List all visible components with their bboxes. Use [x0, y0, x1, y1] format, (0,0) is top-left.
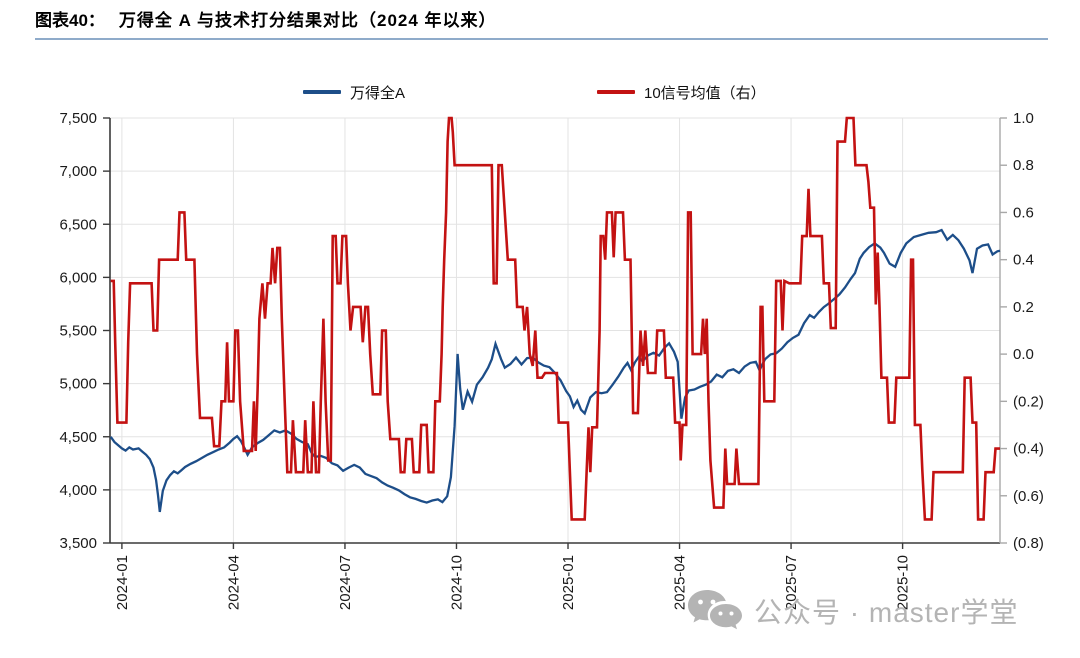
- svg-text:2024-04: 2024-04: [225, 555, 242, 610]
- gridlines: [110, 117, 1000, 544]
- svg-text:2025-10: 2025-10: [895, 555, 912, 610]
- svg-text:3,500: 3,500: [59, 535, 97, 552]
- svg-text:2025-07: 2025-07: [783, 555, 800, 610]
- x-axis-labels: 2024-01 2024-04 2024-07 2024-10 2025-01 2025-…: [114, 555, 912, 610]
- svg-text:2024-10: 2024-10: [448, 555, 465, 610]
- svg-text:2024-01: 2024-01: [114, 555, 131, 610]
- svg-text:5,500: 5,500: [59, 323, 97, 340]
- svg-text:7,500: 7,500: [59, 110, 97, 127]
- svg-text:(0.6): (0.6): [1013, 488, 1044, 505]
- blue-line-swatch: [303, 90, 341, 94]
- watermark-text: 公众号 · master学堂: [754, 597, 1019, 628]
- tick-marks: [103, 117, 1007, 549]
- svg-text:0.0: 0.0: [1013, 346, 1034, 363]
- svg-text:(0.8): (0.8): [1013, 535, 1044, 552]
- figure-header: 图表40： 万得全 A 与技术打分结果对比（2024 年以来）: [35, 6, 1048, 40]
- legend-label: 万得全A: [350, 84, 406, 102]
- svg-text:2025-04: 2025-04: [672, 555, 689, 610]
- svg-text:2025-01: 2025-01: [560, 555, 577, 610]
- y-axis-right-labels: (0.8) (0.6) (0.4) (0.2) 0.0 0.2 0.4 0.6 0.8 1.0: [1013, 110, 1044, 552]
- series-wind-all-a-line: [109, 228, 1001, 513]
- watermark: 公众号 · master学堂: [686, 588, 1018, 634]
- legend-label: 10信号均值（右）: [644, 84, 766, 102]
- series-signal-mean-line: [110, 116, 1000, 521]
- y-axis-left-labels: 3,500 4,000 4,500 5,000 5,500 6,000 6,500 7,000…: [59, 110, 97, 552]
- wechat-icon: [688, 590, 742, 630]
- figure-number-label: 图表40：: [35, 11, 105, 30]
- svg-text:6,000: 6,000: [59, 269, 97, 286]
- svg-text:0.2: 0.2: [1013, 299, 1034, 316]
- svg-text:0.8: 0.8: [1013, 157, 1034, 174]
- svg-text:1.0: 1.0: [1013, 110, 1034, 127]
- svg-text:2024-07: 2024-07: [337, 555, 354, 610]
- svg-text:4,500: 4,500: [59, 429, 97, 446]
- svg-text:(0.4): (0.4): [1013, 441, 1044, 458]
- red-line-swatch: [597, 90, 635, 94]
- svg-text:6,500: 6,500: [59, 216, 97, 233]
- svg-text:5,000: 5,000: [59, 376, 97, 393]
- chart-legend: 万得全A 10信号均值（右）: [0, 82, 1080, 102]
- svg-text:7,000: 7,000: [59, 163, 97, 180]
- svg-text:(0.2): (0.2): [1013, 393, 1044, 410]
- svg-text:4,000: 4,000: [59, 482, 97, 499]
- legend-item-wind-all-a: 万得全A: [303, 82, 405, 102]
- svg-text:0.4: 0.4: [1013, 252, 1034, 269]
- figure-title: 万得全 A 与技术打分结果对比（2024 年以来）: [118, 11, 497, 30]
- svg-text:0.6: 0.6: [1013, 204, 1034, 221]
- legend-item-signal-mean: 10信号均值（右）: [597, 82, 766, 102]
